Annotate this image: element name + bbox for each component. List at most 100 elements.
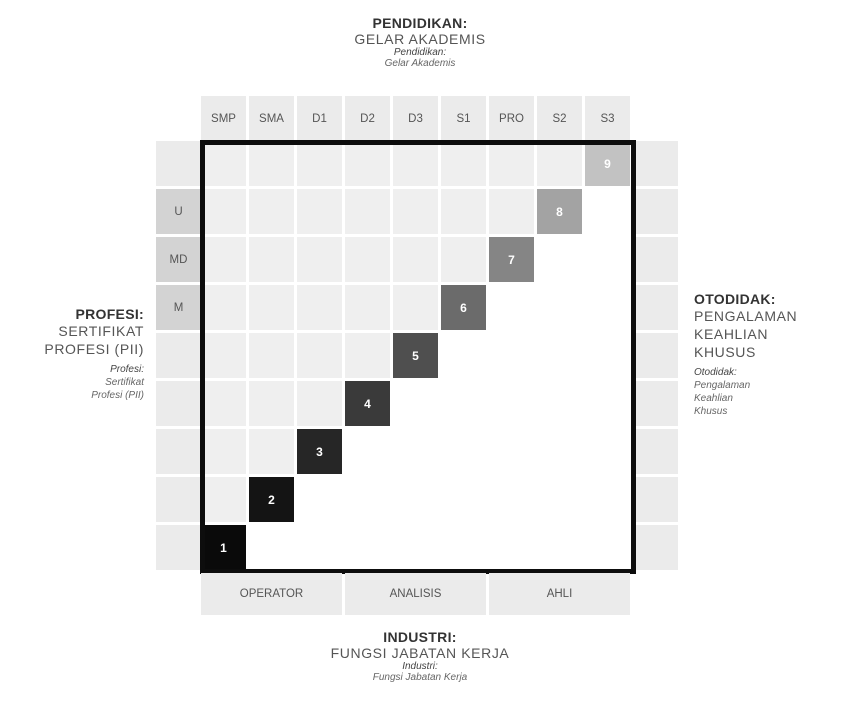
matrix-cell: [441, 141, 486, 186]
matrix-cell: [297, 381, 342, 426]
column-header-s3: S3: [585, 96, 630, 141]
level-6-cell: 6: [441, 285, 486, 330]
row-header: [156, 141, 201, 186]
profession-note-1: Sertifikat: [105, 377, 144, 388]
row-header-m: M: [156, 285, 201, 330]
self-taught-line-2: KEAHLIAN: [694, 326, 769, 342]
column-header-s2: S2: [537, 96, 582, 141]
matrix-cell: [489, 285, 534, 330]
industry-subtitle: FUNGSI JABATAN KERJA: [330, 645, 510, 661]
matrix-cell: [393, 381, 438, 426]
education-heading: PENDIDIKAN: GELAR AKADEMIS Pendidikan: G…: [300, 15, 540, 69]
matrix-cell: [489, 141, 534, 186]
matrix-cell: [201, 141, 246, 186]
column-header-smp: SMP: [201, 96, 246, 141]
matrix-cell: [201, 477, 246, 522]
matrix-cell: [537, 285, 582, 330]
education-note: Gelar Akademis: [384, 58, 456, 69]
matrix-cell: [585, 525, 630, 570]
matrix-cell: [489, 333, 534, 378]
matrix-cell: [345, 285, 390, 330]
matrix-cell: [345, 141, 390, 186]
matrix-cell: [345, 333, 390, 378]
matrix-cell: [393, 189, 438, 234]
profession-line-1: SERTIFIKAT: [58, 323, 144, 339]
matrix-cell: [345, 429, 390, 474]
matrix-cell: [489, 381, 534, 426]
industry-note: Fungsi Jabatan Kerja: [372, 672, 468, 683]
matrix-cell: [249, 141, 294, 186]
right-side-cell: [633, 285, 678, 330]
level-3-cell: 3: [297, 429, 342, 474]
group-operator: OPERATOR: [201, 573, 342, 615]
level-4-cell: 4: [345, 381, 390, 426]
matrix-cell: [345, 237, 390, 282]
matrix-cell: [393, 237, 438, 282]
right-side-cell: [633, 189, 678, 234]
self-taught-note-1: Pengalaman: [694, 380, 751, 391]
matrix-cell: [537, 237, 582, 282]
matrix-cell: [585, 429, 630, 474]
level-5-cell: 5: [393, 333, 438, 378]
matrix-cell: [249, 285, 294, 330]
self-taught-heading: OTODIDAK: PENGALAMAN KEAHLIAN KHUSUS Oto…: [694, 291, 834, 418]
row-header-u: U: [156, 189, 201, 234]
matrix-cell: [489, 189, 534, 234]
group-analisis: ANALISIS: [345, 573, 486, 615]
right-side-cell: [633, 333, 678, 378]
matrix-cell: [585, 189, 630, 234]
column-header-d2: D2: [345, 96, 390, 141]
row-header: [156, 381, 201, 426]
matrix-cell: [393, 285, 438, 330]
row-header: [156, 429, 201, 474]
matrix-cell: [537, 141, 582, 186]
self-taught-title: OTODIDAK:: [694, 291, 776, 307]
level-1-cell: 1: [201, 525, 246, 570]
matrix-cell: [393, 429, 438, 474]
matrix-cell: [393, 141, 438, 186]
matrix-cell: [441, 525, 486, 570]
matrix-cell: [297, 189, 342, 234]
matrix-cell: [201, 333, 246, 378]
column-header-d1: D1: [297, 96, 342, 141]
matrix-cell: [393, 477, 438, 522]
self-taught-note-2: Keahlian: [694, 393, 733, 404]
self-taught-line-1: PENGALAMAN: [694, 308, 798, 324]
matrix-cell: [249, 189, 294, 234]
row-header: [156, 525, 201, 570]
matrix-cell: [249, 381, 294, 426]
matrix-cell: [441, 477, 486, 522]
matrix-cell: [249, 429, 294, 474]
matrix-cell: [297, 285, 342, 330]
matrix-cell: [585, 333, 630, 378]
profession-title: PROFESI:: [75, 306, 144, 322]
matrix-cell: [489, 429, 534, 474]
industry-heading: INDUSTRI: FUNGSI JABATAN KERJA Industri:…: [290, 629, 550, 683]
matrix-cell: [489, 525, 534, 570]
right-side-cell: [633, 525, 678, 570]
matrix-cell: [297, 477, 342, 522]
matrix-cell: [441, 237, 486, 282]
matrix-cell: [585, 237, 630, 282]
matrix-cell: [585, 477, 630, 522]
matrix-cell: [537, 381, 582, 426]
group-ahli: AHLI: [489, 573, 630, 615]
matrix-cell: [201, 189, 246, 234]
matrix-cell: [345, 525, 390, 570]
matrix-cell: [249, 333, 294, 378]
matrix-cell: [297, 333, 342, 378]
right-side-cell: [633, 381, 678, 426]
matrix-cell: [201, 429, 246, 474]
matrix-cell: [297, 525, 342, 570]
matrix-cell: [441, 189, 486, 234]
industry-note-title: Industri:: [402, 661, 438, 672]
level-9-cell: 9: [585, 141, 630, 186]
column-header-sma: SMA: [249, 96, 294, 141]
matrix-cell: [585, 381, 630, 426]
matrix-cell: [201, 381, 246, 426]
matrix-frame: [200, 140, 636, 574]
matrix-cell: [441, 429, 486, 474]
matrix-cell: [393, 525, 438, 570]
matrix-cell: [585, 285, 630, 330]
level-8-cell: 8: [537, 189, 582, 234]
